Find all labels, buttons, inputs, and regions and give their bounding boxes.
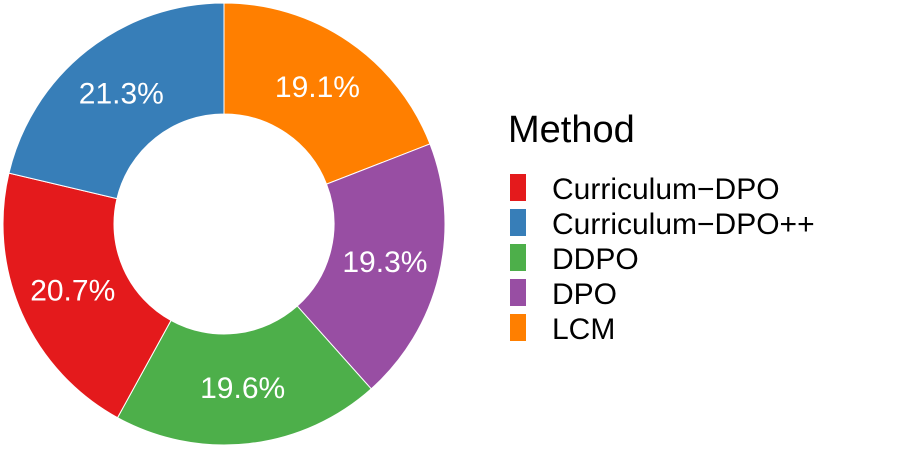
slice-label-curriculum-dpo: 20.7% — [30, 275, 115, 308]
slice-label-lcm: 19.1% — [275, 71, 360, 104]
slice-ddpo — [116, 305, 372, 446]
slice-dpo — [296, 143, 446, 390]
slice-label-dpo: 19.3% — [342, 246, 427, 279]
legend: Method Curriculum−DPOCurriculum−DPO++DDP… — [508, 109, 815, 346]
legend-key-ddpo — [510, 244, 526, 271]
slice-lcm — [223, 2, 431, 185]
legend-label-ddpo: DDPO — [552, 243, 639, 276]
legend-label-dpo: DPO — [552, 278, 617, 311]
slice-curriculum-dpo — [2, 172, 172, 419]
slice-curriculum-dpo — [8, 2, 225, 200]
legend-title: Method — [508, 109, 635, 151]
donut-slice-labels: 19.1% 19.3% 19.6% 20.7% 21.3% — [30, 71, 427, 405]
slice-label-curriculum-dpo: 21.3% — [79, 78, 164, 111]
donut-slices — [2, 2, 446, 446]
legend-label-lcm: LCM — [552, 313, 615, 346]
legend-key-lcm — [510, 314, 526, 341]
slice-label-ddpo: 19.6% — [200, 372, 285, 405]
legend-label-curriculum-dpo: Curriculum−DPO++ — [552, 208, 815, 241]
legend-label-curriculum-dpo: Curriculum−DPO — [552, 173, 780, 206]
legend-key-dpo — [510, 279, 526, 306]
legend-key-curriculum-dpo — [510, 209, 526, 236]
legend-key-curriculum-dpo — [510, 174, 526, 201]
